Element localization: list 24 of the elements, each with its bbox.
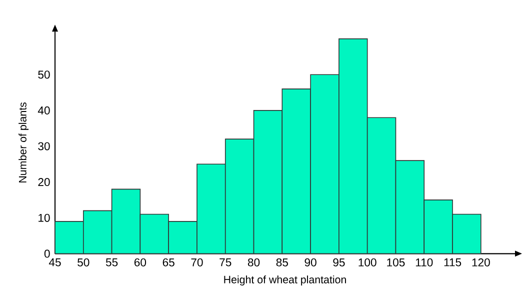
x-tick-label: 105 <box>387 258 405 267</box>
y-tick-label: 40 <box>38 106 50 115</box>
y-tick-label: 50 <box>38 70 50 79</box>
x-tick-label: 85 <box>276 258 288 267</box>
x-tick-label: 110 <box>416 258 433 267</box>
x-tick-label: 70 <box>191 258 203 267</box>
y-tick-label: 0 <box>44 250 50 258</box>
x-tick-label: 45 <box>48 258 61 266</box>
x-tick-label: 50 <box>78 258 90 267</box>
x-axis-title: Height of wheat plantation <box>224 276 346 286</box>
x-tick-label: 55 <box>106 258 118 266</box>
x-tick-label: 90 <box>304 258 316 267</box>
x-tick-label: 95 <box>333 258 345 267</box>
x-tick-label: 115 <box>444 258 462 266</box>
x-tick-label: 75 <box>220 258 232 266</box>
x-tick-label: 100 <box>358 258 376 267</box>
x-tick-label: 60 <box>134 258 146 267</box>
y-tick-label: 20 <box>38 178 50 186</box>
y-axis-title: Number of plants <box>18 102 29 183</box>
x-tick-label: 120 <box>472 258 490 267</box>
x-tick-label: 80 <box>248 258 260 267</box>
x-tick-label: 65 <box>162 258 174 267</box>
y-tick-label: 10 <box>38 214 50 222</box>
y-tick-label: 30 <box>38 142 50 150</box>
